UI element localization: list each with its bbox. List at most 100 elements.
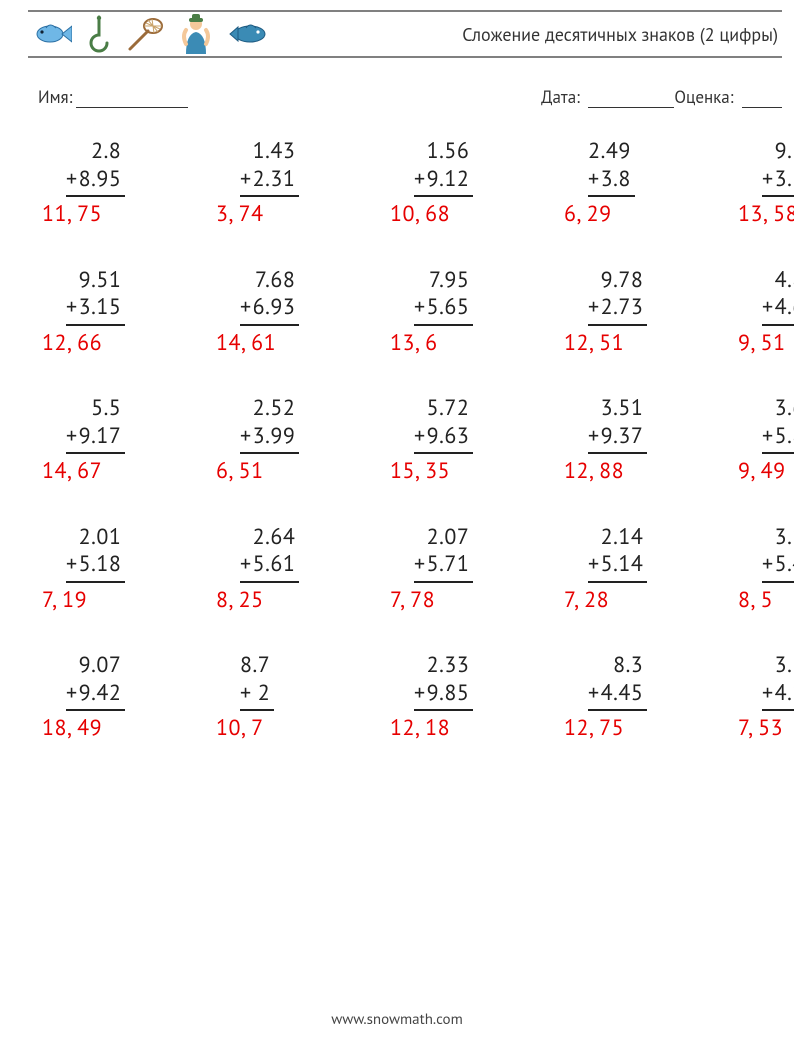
problem-cell: 3.1+5.4 8, 5 (734, 524, 794, 615)
addition-stack: 5.5+9.17 (66, 395, 125, 454)
problem-cell: 2.14+5.14 7, 28 (560, 524, 716, 615)
answer: 8, 5 (734, 587, 794, 615)
addend-bottom-value: 5.4 (775, 550, 794, 578)
addend-bottom-value: 3.15 (79, 293, 122, 321)
problem-cell: 2.49+3.86, 29 (560, 138, 716, 229)
addend-top: 3.1 (762, 524, 794, 552)
answer: 12, 88 (560, 458, 716, 486)
answer: 12, 66 (38, 330, 194, 358)
problems-grid: 2.8+8.9511, 751.43+2.313, 741.56+9.1210,… (38, 138, 794, 743)
addend-top: 8.3 (588, 652, 647, 680)
addition-stack: 3.51+9.37 (588, 395, 647, 454)
problem-cell: 5.72+9.6315, 35 (386, 395, 542, 486)
plus-icon: + (762, 166, 775, 194)
name-blank[interactable] (76, 89, 188, 108)
answer: 10, 7 (212, 715, 368, 743)
problem-cell: 9.+3.13, 58 (734, 138, 794, 229)
addend-top: 2.33 (414, 652, 473, 680)
addend-bottom: +5.65 (414, 294, 473, 326)
addend-top: 7.68 (240, 267, 299, 295)
answer: 12, 75 (560, 715, 716, 743)
addition-stack: 3.3+4.1 (762, 652, 794, 711)
addition-stack: 2.14+5.14 (588, 524, 647, 583)
answer: 10, 68 (386, 201, 542, 229)
plus-icon: + (588, 551, 601, 579)
addend-top: 9.78 (588, 267, 647, 295)
addend-top: 2.07 (414, 524, 473, 552)
problem-cell: 2.33+9.8512, 18 (386, 652, 542, 743)
addend-bottom: +8.95 (66, 166, 125, 198)
addend-top: 2.01 (66, 524, 125, 552)
addend-bottom: +3.99 (240, 423, 299, 455)
addend-bottom-value: 3.8 (601, 165, 631, 193)
answer: 12, 18 (386, 715, 542, 743)
addition-stack: 2.01+5.18 (66, 524, 125, 583)
answer: 9, 49 (734, 458, 794, 486)
plus-icon: + (66, 166, 79, 194)
addend-top: 2.52 (240, 395, 299, 423)
addend-bottom-value: 5.18 (79, 550, 122, 578)
addend-bottom-value: 5.14 (601, 550, 644, 578)
addition-stack: 2.52+3.99 (240, 395, 299, 454)
problem-cell: 5.5+9.1714, 67 (38, 395, 194, 486)
addend-top: 5.72 (414, 395, 473, 423)
addend-bottom-value: 9.17 (79, 422, 122, 450)
meta-line: Имя: Дата: Оценка: (38, 86, 782, 108)
plus-icon: + (762, 680, 775, 708)
problem-cell: 7.95+5.6513, 6 (386, 267, 542, 358)
addend-top: 2.49 (588, 138, 635, 166)
header: Сложение десятичных знаков (2 цифры) (28, 10, 782, 58)
problem-cell: 8.3+4.45 12, 75 (560, 652, 716, 743)
plus-icon: + (66, 423, 79, 451)
name-label: Имя: (38, 86, 72, 108)
addend-bottom-value: 9.12 (427, 165, 470, 193)
answer: 7, 19 (38, 587, 194, 615)
addition-stack: 2.49+3.8 (588, 138, 635, 197)
addend-bottom: +6.93 (240, 294, 299, 326)
answer: 7, 28 (560, 587, 716, 615)
addend-bottom-value: 3.99 (253, 422, 296, 450)
answer: 18, 49 (38, 715, 194, 743)
addend-top: 3.3 (762, 652, 794, 680)
problem-cell: 1.56+9.12 10, 68 (386, 138, 542, 229)
addend-bottom: +5.8 (762, 423, 794, 455)
addend-bottom-value: 5.61 (253, 550, 296, 578)
addend-bottom: +4.1 (762, 680, 794, 712)
addend-bottom: +4.45 (588, 680, 647, 712)
plus-icon: + (240, 551, 253, 579)
answer: 9, 51 (734, 330, 794, 358)
addend-bottom-value: 9.63 (427, 422, 470, 450)
addend-bottom: +9.42 (66, 680, 125, 712)
fisherman-icon (178, 14, 214, 54)
grade-label: Оценка: (674, 86, 733, 108)
plus-icon: + (414, 294, 427, 322)
addend-bottom: +5.14 (588, 551, 647, 583)
addition-stack: 5.72+9.63 (414, 395, 473, 454)
plus-icon: + (588, 294, 601, 322)
date-blank[interactable] (588, 89, 674, 108)
addend-bottom: +3.15 (66, 294, 125, 326)
addition-stack: 7.95+5.65 (414, 267, 473, 326)
problem-cell: 9.78+2.7312, 51 (560, 267, 716, 358)
problem-cell: 3.6+5.89, 49 (734, 395, 794, 486)
problem-cell: 4.8+4.6 9, 51 (734, 267, 794, 358)
plus-icon: + (762, 294, 775, 322)
answer: 12, 51 (560, 330, 716, 358)
hook-icon (86, 15, 112, 53)
addend-bottom: +5.4 (762, 551, 794, 583)
addition-stack: 7.68+6.93 (240, 267, 299, 326)
answer: 8, 25 (212, 587, 368, 615)
addend-top: 1.56 (414, 138, 473, 166)
plus-icon: + (66, 294, 79, 322)
problem-cell: 2.8+8.9511, 75 (38, 138, 194, 229)
problem-cell: 2.01+5.18 7, 19 (38, 524, 194, 615)
addition-stack: 1.56+9.12 (414, 138, 473, 197)
addend-bottom: +4.6 (762, 294, 794, 326)
answer: 13, 58 (734, 201, 794, 229)
problem-cell: 2.64+5.61 8, 25 (212, 524, 368, 615)
addition-stack: 2.64+5.61 (240, 524, 299, 583)
worksheet-page: Сложение десятичных знаков (2 цифры) Имя… (0, 0, 794, 1053)
grade-blank[interactable] (742, 89, 782, 108)
problem-cell: 9.07+9.4218, 49 (38, 652, 194, 743)
addend-top: 4.8 (762, 267, 794, 295)
